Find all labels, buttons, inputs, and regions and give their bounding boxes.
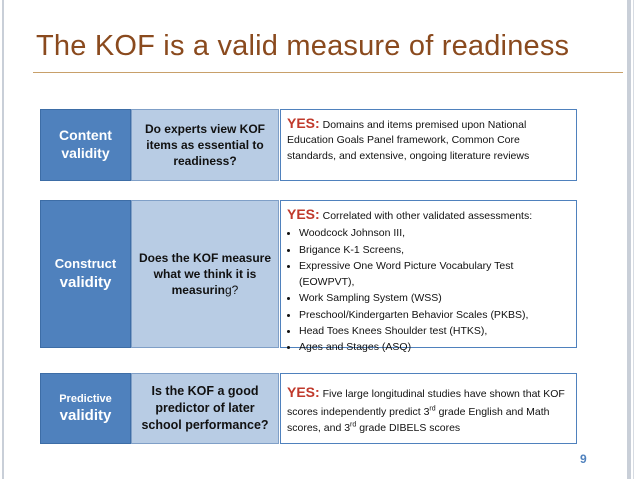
construct-validity-answer: YES: Correlated with other validated ass… (280, 200, 577, 353)
label-line1: Construct (54, 256, 117, 272)
yes-label: YES: (287, 206, 320, 222)
list-item: Preschool/Kindergarten Behavior Scales (… (299, 307, 570, 323)
slide-frame-right (627, 0, 631, 479)
page-number: 9 (580, 452, 587, 466)
content-validity-question: Do experts view KOF items as essential t… (131, 109, 279, 181)
list-item: Head Toes Knees Shoulder test (HTKS), (299, 323, 570, 339)
content-validity-row: Content validity Do experts view KOF ite… (40, 109, 577, 181)
list-item: Expressive One Word Picture Vocabulary T… (299, 258, 570, 291)
construct-validity-question: Does the KOF measure what we think it is… (131, 200, 279, 348)
slide-frame-left (2, 0, 4, 479)
answer-text-3: grade DIBELS scores (356, 421, 461, 434)
question-text: Does the KOF measure what we think it is… (138, 250, 272, 298)
slide-title: The KOF is a valid measure of readiness (36, 30, 570, 62)
label-line2: validity (61, 145, 110, 161)
list-item: Work Sampling System (WSS) (299, 290, 570, 306)
label-line1: Content (59, 127, 112, 144)
title-divider (33, 72, 623, 73)
superscript-rd: rd (429, 405, 436, 413)
list-item: Ages and Stages (ASQ) (299, 339, 570, 355)
label-line1: Predictive (59, 392, 112, 405)
superscript-rd: rd (350, 421, 357, 429)
list-item: Woodcock Johnson III, (299, 225, 570, 241)
yes-label: YES: (287, 384, 320, 400)
question-text: Is the KOF a good predictor of later sch… (141, 384, 269, 432)
question-text-end: g? (225, 283, 239, 298)
answer-text-1: Five large longitudinal studies have sho… (287, 388, 565, 418)
question-text: Do experts view KOF items as essential t… (144, 121, 266, 169)
construct-validity-label: Construct validity (40, 200, 131, 348)
slide-frame-right-inner (633, 0, 634, 479)
assessment-list: Woodcock Johnson III, Brigance K-1 Scree… (287, 225, 570, 355)
label-line2: validity (59, 406, 112, 424)
predictive-validity-answer: YES: Five large longitudinal studies hav… (280, 373, 577, 444)
content-validity-answer: YES: Domains and items premised upon Nat… (280, 109, 577, 181)
label-line2: validity (59, 273, 112, 291)
predictive-validity-row: Predictive validity Is the KOF a good pr… (40, 373, 577, 444)
answer-intro: Correlated with other validated assessme… (322, 210, 533, 222)
construct-validity-row: Construct validity Does the KOF measure … (40, 200, 577, 353)
predictive-validity-question: Is the KOF a good predictor of later sch… (131, 373, 279, 444)
answer-text: Domains and items premised upon National… (287, 119, 530, 162)
predictive-validity-label: Predictive validity (40, 373, 131, 444)
answer-text-2: grade English and Math scores, and 3 (287, 405, 550, 434)
yes-label: YES: (287, 115, 320, 131)
content-validity-label: Content validity (40, 109, 131, 181)
list-item: Brigance K-1 Screens, (299, 242, 570, 258)
